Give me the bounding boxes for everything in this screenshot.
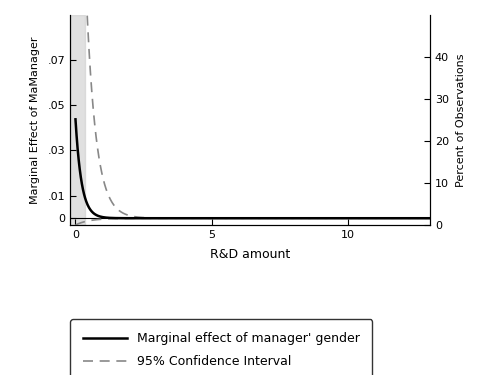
Legend: Marginal effect of manager' gender, 95% Confidence Interval: Marginal effect of manager' gender, 95% … xyxy=(70,320,372,375)
X-axis label: R&D amount: R&D amount xyxy=(210,248,290,261)
Bar xyxy=(70,15,85,225)
Y-axis label: Marginal Effect of MaManager: Marginal Effect of MaManager xyxy=(30,36,40,204)
Y-axis label: Percent of Observations: Percent of Observations xyxy=(456,53,466,187)
